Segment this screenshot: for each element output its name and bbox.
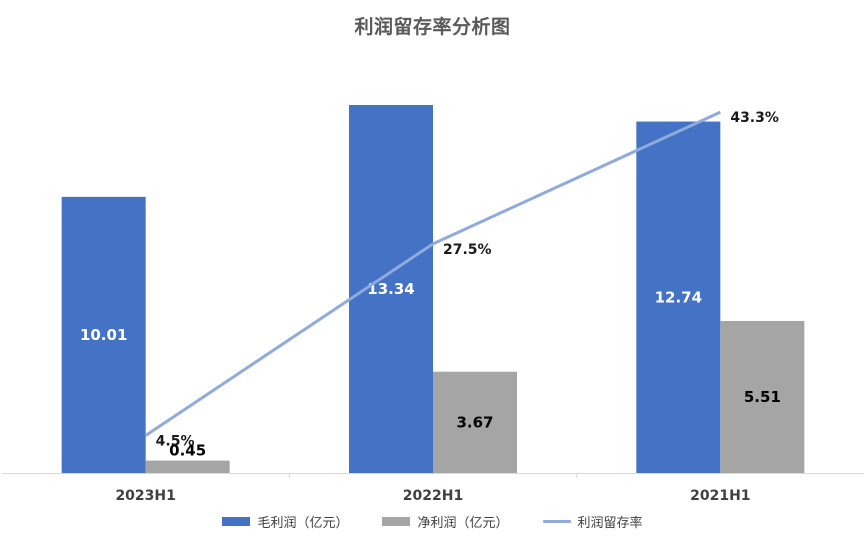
data-label-gross-profit-2023H1: 10.01 bbox=[80, 326, 127, 344]
data-label-net-profit-2023H1: 0.45 bbox=[169, 442, 206, 460]
legend-swatch-retention-rate bbox=[542, 520, 571, 523]
bar-net-profit-2021H1 bbox=[720, 321, 805, 473]
legend-label-retention-rate: 利润留存率 bbox=[577, 516, 643, 531]
x-tick-label-2023H1: 2023H1 bbox=[115, 488, 175, 504]
legend-item-net-profit[interactable]: 净利润（亿元） bbox=[382, 512, 509, 531]
bar-net-profit-2022H1 bbox=[433, 371, 517, 473]
x-tick-label-2022H1: 2022H1 bbox=[403, 488, 463, 504]
chart-title: 利润留存率分析图 bbox=[354, 16, 511, 38]
data-label-retention-rate-2023H1: 4.5% bbox=[156, 434, 195, 450]
bar-gross-profit-2021H1 bbox=[636, 121, 721, 473]
legend-label-gross-profit: 毛利润（亿元） bbox=[257, 516, 349, 531]
data-label-gross-profit-2022H1: 13.34 bbox=[367, 280, 414, 298]
data-label-net-profit-2022H1: 3.67 bbox=[456, 413, 493, 431]
data-label-net-profit-2021H1: 5.51 bbox=[744, 388, 781, 406]
bar-gross-profit-2023H1 bbox=[61, 196, 146, 474]
legend-item-gross-profit[interactable]: 毛利润（亿元） bbox=[222, 512, 348, 531]
legend-item-retention-rate[interactable]: 利润留存率 bbox=[542, 512, 643, 531]
data-label-retention-rate-2022H1: 27.5% bbox=[443, 242, 492, 258]
legend-swatch-net-profit bbox=[382, 517, 411, 526]
x-tick-label-2021H1: 2021H1 bbox=[690, 488, 750, 504]
legend-swatch-gross-profit bbox=[222, 517, 251, 526]
legend: 毛利润（亿元） 净利润（亿元） 利润留存率 bbox=[0, 512, 865, 531]
data-label-retention-rate-2021H1: 43.3% bbox=[730, 110, 779, 126]
legend-label-net-profit: 净利润（亿元） bbox=[417, 516, 509, 531]
bar-net-profit-2023H1 bbox=[145, 460, 230, 473]
data-label-gross-profit-2021H1: 12.74 bbox=[655, 288, 702, 306]
